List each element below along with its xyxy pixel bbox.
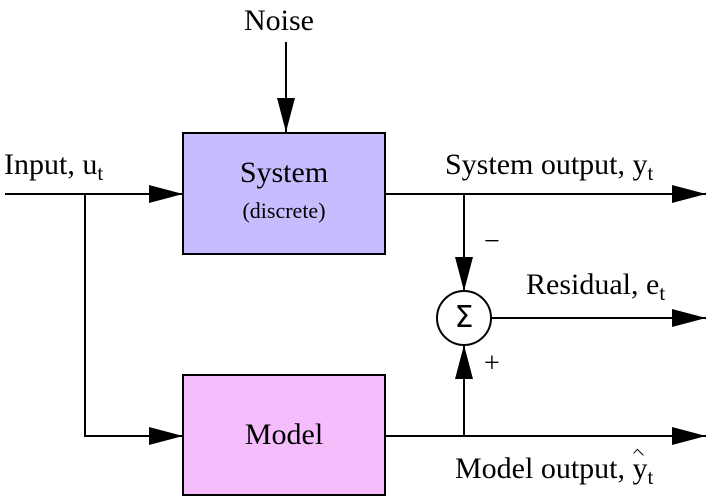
system-output-subscript: t	[647, 161, 654, 185]
model-output-variable: y	[632, 452, 648, 485]
y-hat-symbol: y	[633, 454, 648, 484]
residual-text: Residual, e	[526, 268, 660, 301]
system-block	[182, 132, 386, 255]
model-title-text: Model	[244, 418, 324, 451]
minus-sign: −	[484, 228, 500, 256]
model-output-label: Model output, yt	[455, 452, 653, 488]
sigma-icon: Σ	[437, 291, 491, 345]
system-output-label: System output, yt	[445, 148, 653, 184]
input-text: Input, u	[4, 148, 98, 181]
residual-label: Residual, et	[526, 268, 665, 304]
plus-text: +	[484, 348, 500, 379]
model-output-subscript: t	[647, 465, 654, 489]
model-block	[182, 374, 386, 496]
sigma-text: Σ	[454, 300, 474, 335]
residual-subscript: t	[659, 281, 666, 305]
system-subtitle: (discrete)	[183, 200, 385, 222]
input-branch-line	[84, 194, 183, 437]
plus-sign: +	[484, 350, 500, 378]
model-title: Model	[183, 420, 385, 450]
system-subtitle-text: (discrete)	[242, 198, 326, 223]
noise-text: Noise	[244, 4, 314, 37]
system-title-text: System	[239, 156, 329, 189]
input-subscript: t	[97, 161, 104, 185]
system-output-text: System output, y	[445, 148, 648, 181]
noise-label: Noise	[244, 6, 314, 36]
system-title: System	[183, 158, 385, 188]
model-output-text: Model output,	[455, 452, 633, 485]
input-label: Input, ut	[4, 148, 103, 184]
minus-text: −	[484, 226, 500, 257]
